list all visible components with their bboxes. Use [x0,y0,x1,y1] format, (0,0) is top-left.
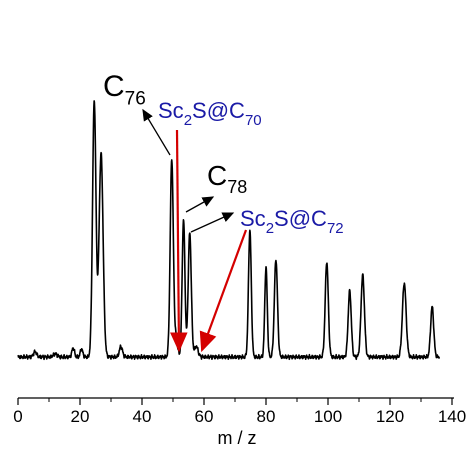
x-axis: 0 20 40 60 80 100 120 140 [13,397,466,426]
spectrum-line [17,100,441,361]
x-tick-label: 60 [195,407,214,426]
x-tick-label: 20 [71,407,90,426]
x-tick-label: 80 [257,407,276,426]
label-sc2s-c70: Sc2S@C70 [158,98,262,129]
x-tick-label: 40 [133,407,152,426]
x-tick-label: 100 [314,407,342,426]
x-tick-label: 140 [438,407,466,426]
arrow-sc2s-c70 [170,129,188,353]
label-c76: C76 [103,70,146,110]
arrow-sc2s-c72 [199,229,248,353]
x-tick-label: 0 [13,407,22,426]
x-tick-label: 120 [376,407,404,426]
x-axis-label: m / z [218,428,257,448]
arrow-c78-lower [190,212,235,233]
annotations: C76 Sc2S@C70 C78 Sc2S@C72 [103,70,344,353]
spectrum-series [17,100,441,361]
label-c78: C78 [207,160,247,197]
label-sc2s-c72: Sc2S@C72 [240,206,344,237]
arrow-c76 [142,108,171,156]
arrow-c78-upper [185,196,215,213]
